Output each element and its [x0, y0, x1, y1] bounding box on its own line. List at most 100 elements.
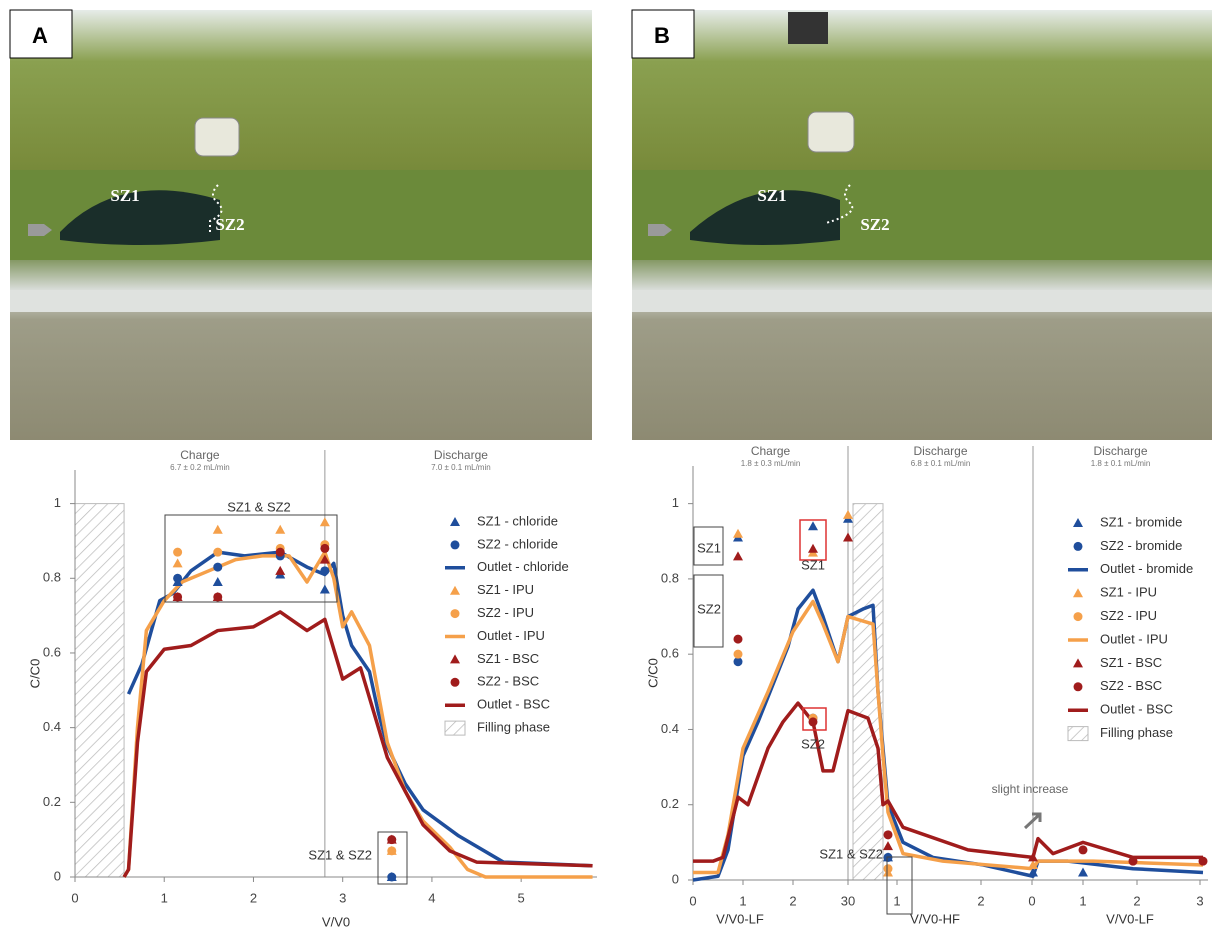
circle-marker [1073, 541, 1083, 551]
x-tick-label: 2 [789, 893, 796, 908]
circle-marker [320, 543, 330, 553]
panel-label: A [32, 23, 48, 48]
x-tick-label: 1 [161, 890, 168, 905]
legend-label: Filling phase [477, 720, 550, 735]
zone-label: SZ1 [110, 186, 139, 205]
circle-marker [213, 547, 223, 557]
circle-marker [173, 592, 183, 602]
circle-marker [450, 677, 460, 687]
x-tick-label: 2 [1133, 893, 1140, 908]
phase-rate: 6.8 ± 0.1 mL/min [911, 459, 971, 468]
triangle-marker [1078, 867, 1088, 877]
triangle-marker [450, 654, 460, 664]
x-tick-label: 1 [893, 893, 900, 908]
x-tick-label: 0 [1028, 893, 1035, 908]
legend-label: Outlet - BSC [1100, 702, 1173, 717]
x-tick-label: 4 [428, 890, 435, 905]
triangle-marker [808, 543, 818, 553]
circle-marker [733, 657, 743, 667]
legend-label: SZ2 - chloride [477, 536, 558, 551]
x-tick-label: 0 [689, 893, 696, 908]
phase-name: Charge [751, 444, 791, 458]
y-tick-label: 0.6 [661, 646, 679, 661]
y-tick-label: 1 [54, 495, 61, 510]
x-tick-label: 0 [71, 890, 78, 905]
circle-marker [1128, 856, 1138, 866]
legend-label: SZ1 - bromide [1100, 514, 1182, 529]
phase-name: Discharge [913, 444, 967, 458]
x-axis-label: V/V0-LF [716, 911, 764, 926]
annotation-box [377, 831, 408, 885]
x-axis-label: V/V0-HF [910, 911, 960, 926]
legend-label: Outlet - IPU [1100, 631, 1168, 646]
circle-marker [173, 573, 183, 583]
legend: SZ1 - bromide SZ2 - bromide Outlet - bromi… [1067, 514, 1193, 742]
y-axis-label: C/C0 [645, 658, 660, 688]
annotation-arrow [1023, 812, 1042, 830]
triangle-marker [1073, 658, 1083, 668]
legend-label: Outlet - bromide [1100, 561, 1193, 576]
triangle-marker [275, 565, 286, 575]
triangle-marker [733, 551, 743, 561]
x-tick-label: 1 [739, 893, 746, 908]
legend-swatch [1067, 726, 1089, 742]
y-tick-label: 0.6 [43, 644, 61, 659]
triangle-marker [843, 532, 853, 542]
phase-rate: 6.7 ± 0.2 mL/min [170, 463, 230, 472]
annotation: SZ1 & SZ2 [227, 499, 291, 514]
outlet-line [122, 550, 593, 879]
triangle-marker [1028, 867, 1038, 877]
legend-swatch [444, 720, 466, 736]
legend: SZ1 - chloride SZ2 - chloride Outlet - chl… [444, 513, 569, 736]
circle-marker [275, 547, 285, 557]
outlet-line [693, 701, 1203, 863]
triangle-marker [1028, 859, 1038, 869]
circle-marker [173, 547, 183, 557]
legend-label: SZ1 - BSC [1100, 655, 1162, 670]
circle-marker [213, 562, 223, 572]
outlet-line [692, 588, 1204, 882]
x-tick-label: 3 [339, 890, 346, 905]
triangle-marker [319, 554, 330, 564]
x-tick-label: 2 [977, 893, 984, 908]
circle-marker [1078, 845, 1088, 855]
zone-label: SZ2 [860, 215, 889, 234]
legend-label: Outlet - IPU [477, 628, 545, 643]
annotation-box [164, 514, 338, 603]
y-tick-label: 0.2 [661, 796, 679, 811]
triangle-marker [212, 577, 223, 587]
y-tick-label: 0 [54, 868, 61, 883]
legend-label: SZ2 - BSC [1100, 678, 1162, 693]
legend-label: Filling phase [1100, 725, 1173, 740]
triangle-marker [1073, 588, 1083, 598]
annotation: SZ1 & SZ2 [308, 847, 372, 862]
annotation: SZ2 [697, 601, 721, 616]
photo-a: A SZ1 SZ2 [9, 9, 592, 440]
circle-marker [450, 540, 460, 550]
photo-b: B SZ1 SZ2 [631, 9, 1212, 440]
circle-marker [1073, 682, 1083, 692]
triangle-marker [1028, 852, 1038, 862]
circle-marker [450, 609, 460, 619]
circle-marker [213, 592, 223, 602]
triangle-marker [450, 585, 460, 595]
triangle-marker [172, 558, 183, 568]
triangle-marker [733, 528, 743, 538]
triangle-marker [843, 509, 853, 519]
circle-marker [387, 846, 397, 856]
y-tick-label: 0.2 [43, 794, 61, 809]
triangle-marker [1073, 518, 1083, 527]
circle-marker [733, 634, 743, 644]
x-axis-label: V/V0-LF [1106, 911, 1154, 926]
annotation-box [802, 707, 827, 731]
annotation: SZ1 [801, 557, 825, 572]
triangle-marker [450, 517, 460, 526]
triangle-marker [319, 584, 330, 594]
panel-label: B [654, 23, 670, 48]
phase-rate: 7.0 ± 0.1 mL/min [431, 463, 491, 472]
circle-marker [1073, 612, 1083, 622]
y-axis-label: C/C0 [27, 659, 42, 689]
annotation: SZ2 [801, 736, 825, 751]
annotation-box [693, 526, 724, 566]
